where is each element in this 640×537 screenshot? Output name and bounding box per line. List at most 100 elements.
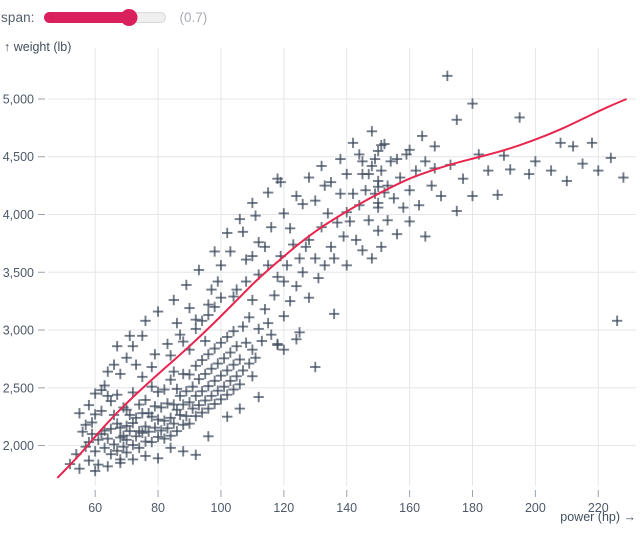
- data-point: [86, 417, 98, 428]
- x-tick-label: 80: [151, 501, 165, 515]
- data-point: [363, 215, 374, 226]
- x-tick-label: 220: [588, 501, 609, 515]
- data-point: [146, 411, 157, 422]
- data-point: [159, 433, 170, 444]
- data-point: [165, 430, 176, 441]
- data-point: [108, 359, 120, 370]
- data-point: [451, 114, 462, 125]
- data-point: [209, 343, 220, 354]
- data-point: [237, 321, 249, 332]
- data-point: [203, 380, 214, 392]
- data-point: [303, 172, 315, 183]
- data-point: [391, 228, 403, 240]
- data-point: [297, 267, 308, 278]
- data-point: [225, 347, 236, 358]
- data-point: [605, 152, 617, 164]
- data-point: [203, 299, 214, 310]
- data-point: [376, 241, 387, 253]
- data-point: [184, 418, 195, 429]
- data-point: [108, 439, 120, 450]
- data-point: [593, 165, 604, 176]
- data-point: [99, 380, 110, 391]
- data-point: [130, 412, 142, 424]
- data-point: [105, 423, 117, 435]
- data-point: [266, 329, 277, 340]
- data-point: [291, 334, 302, 345]
- data-point: [278, 310, 290, 322]
- data-point: [121, 447, 132, 458]
- data-point: [200, 368, 211, 380]
- data-point: [127, 439, 139, 451]
- data-point: [555, 137, 566, 149]
- span-slider[interactable]: [43, 8, 166, 26]
- data-point: [89, 446, 101, 457]
- data-point: [240, 276, 252, 287]
- data-point: [451, 205, 462, 217]
- data-point: [310, 195, 321, 206]
- data-point: [215, 337, 227, 348]
- data-point: [212, 276, 223, 287]
- data-point: [350, 234, 362, 246]
- data-point: [360, 185, 371, 196]
- data-point: [181, 386, 192, 397]
- data-point: [420, 156, 431, 167]
- data-point: [133, 442, 145, 454]
- data-point: [162, 423, 173, 434]
- data-point: [174, 329, 186, 340]
- data-point: [234, 213, 246, 225]
- data-point: [413, 200, 425, 211]
- data-point: [391, 153, 403, 165]
- data-point: [523, 168, 535, 180]
- data-point: [121, 352, 132, 363]
- data-point: [203, 431, 214, 442]
- slider-thumb[interactable]: [120, 9, 138, 26]
- y-axis-title: ↑ weight (lb): [4, 40, 71, 54]
- data-point: [162, 338, 173, 350]
- data-point: [240, 337, 252, 348]
- data-point: [325, 176, 337, 188]
- data-point: [187, 381, 198, 392]
- data-point: [184, 302, 195, 314]
- data-point: [372, 225, 384, 236]
- data-point: [467, 190, 478, 202]
- data-point: [341, 168, 352, 180]
- data-point: [137, 330, 148, 342]
- data-point: [149, 422, 161, 433]
- data-point: [127, 454, 139, 465]
- data-point: [111, 341, 123, 352]
- data-point: [404, 185, 415, 196]
- data-point: [168, 418, 179, 429]
- data-point: [376, 165, 387, 176]
- data-point: [426, 180, 437, 191]
- data-point: [215, 394, 227, 405]
- data-point: [162, 398, 173, 409]
- data-point: [291, 190, 302, 202]
- data-point: [130, 359, 142, 370]
- data-point: [322, 208, 334, 219]
- data-point: [190, 410, 201, 422]
- data-point: [234, 379, 246, 390]
- data-point: [83, 455, 95, 466]
- data-point: [577, 158, 588, 169]
- data-point: [338, 231, 349, 242]
- data-point: [281, 260, 293, 271]
- data-point: [196, 407, 208, 418]
- data-point: [165, 374, 176, 385]
- data-point: [140, 394, 151, 406]
- data-point: [259, 304, 271, 315]
- data-point: [483, 165, 494, 176]
- data-point: [388, 193, 400, 204]
- data-point: [152, 453, 164, 464]
- data-point: [206, 284, 217, 295]
- data-point: [234, 403, 246, 414]
- data-point: [394, 172, 406, 183]
- data-point: [215, 292, 227, 303]
- data-point: [222, 411, 233, 422]
- data-point: [184, 397, 195, 408]
- data-point: [149, 401, 161, 412]
- y-tick-label: 5,000: [3, 92, 34, 106]
- data-point: [193, 373, 205, 385]
- data-point: [561, 175, 573, 187]
- data-point: [209, 246, 220, 257]
- trendline: [56, 98, 627, 479]
